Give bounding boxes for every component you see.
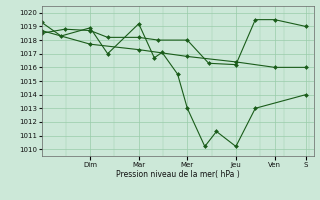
X-axis label: Pression niveau de la mer( hPa ): Pression niveau de la mer( hPa ) (116, 170, 239, 179)
